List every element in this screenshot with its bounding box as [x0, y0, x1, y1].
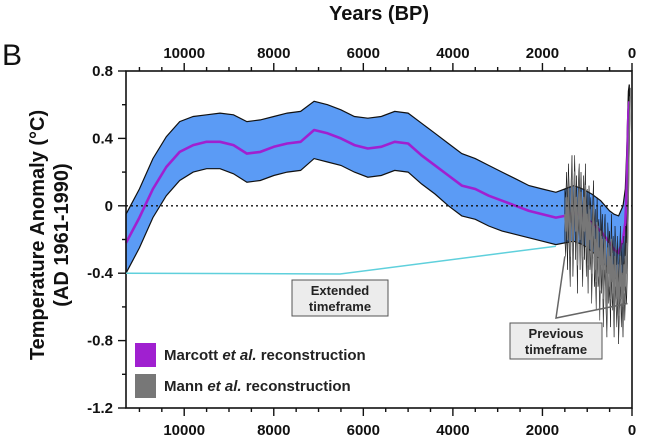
y-tick-label: 0.4 — [92, 130, 114, 147]
annotation-extended-box — [291, 279, 389, 317]
annotation-extended-leader — [125, 245, 556, 275]
x-tick-label-top: 6000 — [347, 45, 380, 62]
annotation-previous-box — [509, 322, 603, 360]
x-tick-label-bottom: 10000 — [163, 422, 205, 439]
x-tick-label-top: 10000 — [163, 45, 205, 62]
panel-label: B — [2, 39, 22, 72]
legend-label-mann: Mann et al. reconstruction — [164, 378, 351, 395]
y-axis-title-line1: Temperature Anomaly (°C) — [27, 110, 49, 360]
x-tick-label-bottom: 2000 — [526, 422, 559, 439]
plot-area — [124, 84, 631, 345]
x-tick-label-top: 0 — [628, 45, 636, 62]
annotation-extended-line2: timeframe — [309, 299, 371, 314]
annotation-previous-line2: timeframe — [525, 342, 587, 357]
x-tick-label-top: 2000 — [526, 45, 559, 62]
y-tick-label: -0.4 — [87, 265, 114, 282]
x-tick-label-bottom: 6000 — [347, 422, 380, 439]
x-tick-label-bottom: 4000 — [436, 422, 469, 439]
y-tick-label: -0.8 — [87, 333, 113, 350]
annotation-extended: Extended timeframe — [125, 245, 556, 317]
x-axis-bottom: 10000 8000 6000 4000 2000 0 — [138, 408, 636, 439]
legend: Marcott et al. reconstruction Mann et al… — [135, 343, 366, 398]
y-axis-title-line2: (AD 1961-1990) — [51, 163, 73, 306]
y-tick-label: 0.8 — [92, 63, 113, 80]
series-band-0 — [125, 84, 630, 283]
legend-swatch-mann — [135, 374, 156, 398]
x-tick-label-bottom: 8000 — [257, 422, 290, 439]
y-axis: 0.8 0.4 0 -0.4 -0.8 -1.2 — [87, 63, 126, 417]
x-axis-top: 10000 8000 6000 4000 2000 0 — [138, 45, 636, 71]
annotation-previous-leader — [555, 256, 628, 319]
annotation-previous-line1: Previous — [529, 326, 584, 341]
x-axis-title: Years (BP) — [329, 3, 429, 25]
x-tick-label-top: 4000 — [436, 45, 469, 62]
legend-swatch-marcott — [135, 343, 156, 367]
legend-label-marcott: Marcott et al. reconstruction — [164, 347, 366, 364]
annotation-previous: Previous timeframe — [509, 256, 628, 360]
annotation-extended-line1: Extended — [311, 283, 370, 298]
x-tick-label-top: 8000 — [257, 45, 290, 62]
series-line-1 — [564, 96, 631, 316]
y-tick-label: 0 — [105, 198, 113, 215]
y-tick-label: -1.2 — [87, 400, 113, 417]
x-tick-label-bottom: 0 — [628, 422, 636, 439]
